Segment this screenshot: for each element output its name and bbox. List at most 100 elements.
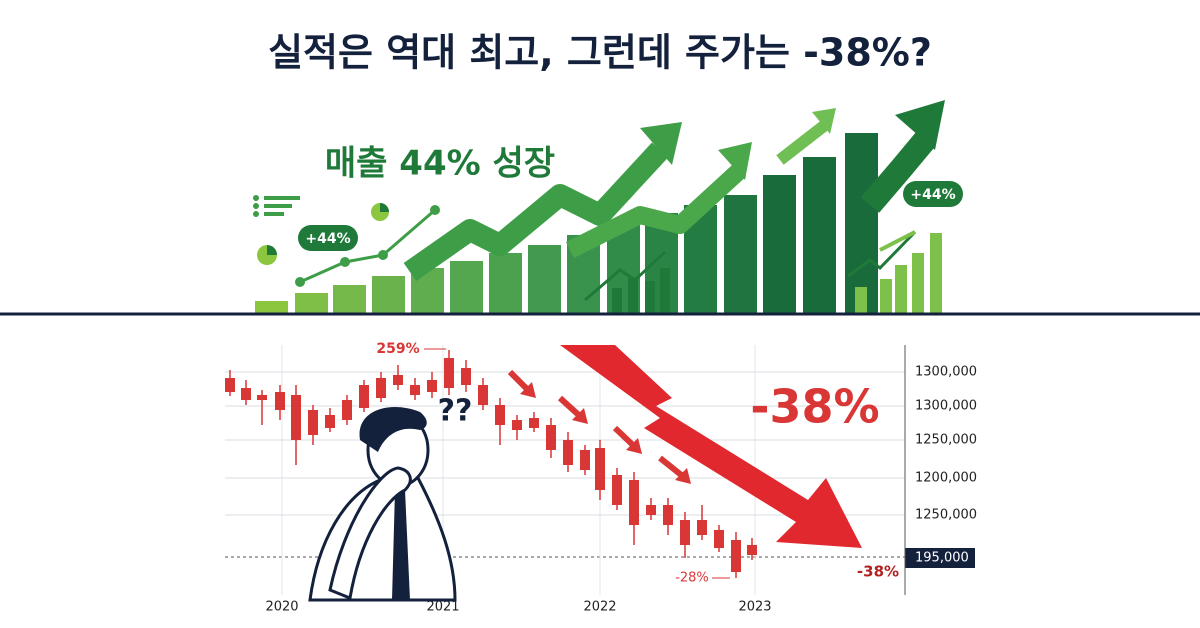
small-bar xyxy=(645,281,655,313)
end-label: -38% xyxy=(857,563,899,581)
candle-body xyxy=(646,505,656,515)
mini-dot xyxy=(340,257,350,267)
man-hair xyxy=(359,407,427,452)
badge-label: +44% xyxy=(910,187,955,203)
y-axis-label: 195,000 xyxy=(915,551,969,566)
candle-body xyxy=(291,395,301,440)
candle-body xyxy=(376,378,386,398)
badge xyxy=(298,225,358,251)
growth-bar xyxy=(489,253,522,313)
candle-body xyxy=(680,520,690,545)
headline: 매출 44% 성장 xyxy=(325,144,555,184)
candle-body xyxy=(257,395,267,400)
y-axis-label: 1300,000 xyxy=(915,399,977,414)
mini-dot xyxy=(378,250,388,260)
list-dot xyxy=(253,195,259,201)
candle-body xyxy=(308,410,318,435)
growth-bar xyxy=(763,175,796,313)
small-bar xyxy=(930,233,942,313)
candle-body xyxy=(478,385,488,405)
price-tag xyxy=(905,548,975,568)
down-arrow-head xyxy=(626,438,642,454)
mini-arrow xyxy=(584,250,667,302)
candle-body xyxy=(529,418,539,428)
badge-label: +44% xyxy=(305,231,350,247)
mini-line xyxy=(299,208,436,284)
candle-body xyxy=(546,425,556,450)
badge xyxy=(903,181,963,207)
x-axis-label: 2020 xyxy=(265,600,298,615)
growth-bar xyxy=(724,195,757,313)
x-axis-label: 2023 xyxy=(738,600,771,615)
small-bar xyxy=(912,253,924,313)
candle-body xyxy=(444,358,454,388)
growth-bar xyxy=(372,276,405,313)
growth-bar xyxy=(450,261,483,313)
y-axis-label: 1250,000 xyxy=(915,508,977,523)
growth-bar xyxy=(845,133,878,313)
arrow-head xyxy=(812,108,836,134)
candle-body xyxy=(427,380,437,392)
candle-body xyxy=(563,440,573,465)
trend-arrow xyxy=(776,120,829,165)
man-tie xyxy=(392,490,410,600)
candle-body xyxy=(629,480,639,525)
down-arrow-head xyxy=(520,382,536,398)
candle-body xyxy=(225,378,235,392)
candle-body xyxy=(714,530,724,548)
small-bar xyxy=(628,278,638,313)
y-axis-label: 1250,000 xyxy=(915,433,977,448)
pie-slice xyxy=(380,203,389,212)
growth-bar xyxy=(528,245,561,313)
list-dot xyxy=(253,203,259,209)
candle-body xyxy=(663,505,673,525)
candle-body xyxy=(697,520,707,535)
list-dot xyxy=(253,211,259,217)
mini-arrow xyxy=(847,230,917,278)
y-axis-label: 1200,000 xyxy=(915,471,977,486)
x-axis-label: 2021 xyxy=(426,600,459,615)
candle-body xyxy=(359,385,369,408)
small-bar xyxy=(612,288,622,313)
trend-arrow xyxy=(860,132,935,213)
man-arm xyxy=(328,466,412,601)
candle-body xyxy=(731,540,741,572)
candle-body xyxy=(747,545,757,555)
trend-arrow xyxy=(403,142,669,282)
candle-body xyxy=(512,420,522,430)
trend-arrow xyxy=(565,163,747,259)
y-axis-label: 1300,000 xyxy=(915,365,977,380)
candle-body xyxy=(612,475,622,505)
arrow-head xyxy=(718,142,752,180)
arrow-head xyxy=(640,122,682,165)
candle-body xyxy=(342,400,352,420)
growth-bar xyxy=(255,301,288,313)
big-drop-arrow xyxy=(560,345,862,548)
small-bar xyxy=(895,265,907,313)
x-axis-label: 2022 xyxy=(583,600,616,615)
mini-dot xyxy=(295,277,305,287)
candle-body xyxy=(580,450,590,470)
candle-body xyxy=(241,388,251,400)
growth-bar xyxy=(803,157,836,313)
pie-slice xyxy=(267,245,277,255)
small-bar xyxy=(660,268,670,313)
down-arrow-head xyxy=(675,468,691,484)
candle-body xyxy=(393,375,403,385)
mini-arrow xyxy=(879,230,916,252)
mini-dot xyxy=(430,205,440,215)
list-bar xyxy=(264,204,292,208)
growth-bar xyxy=(295,293,328,313)
growth-panel: 매출 44% 성장 +44% +44% xyxy=(253,100,963,313)
candle-body xyxy=(461,368,471,385)
title: 실적은 역대 최고, 그런데 주가는 -38%? xyxy=(268,31,932,75)
peak-label: 259% xyxy=(376,341,419,357)
small-bar xyxy=(855,287,867,313)
low-label: -28% xyxy=(675,571,709,586)
candle-body xyxy=(495,405,505,425)
growth-bar xyxy=(333,285,366,313)
candle-body xyxy=(595,448,605,490)
stock-panel: 1300,000 1300,000 1250,000 1200,000 1250,000… xyxy=(225,341,977,615)
